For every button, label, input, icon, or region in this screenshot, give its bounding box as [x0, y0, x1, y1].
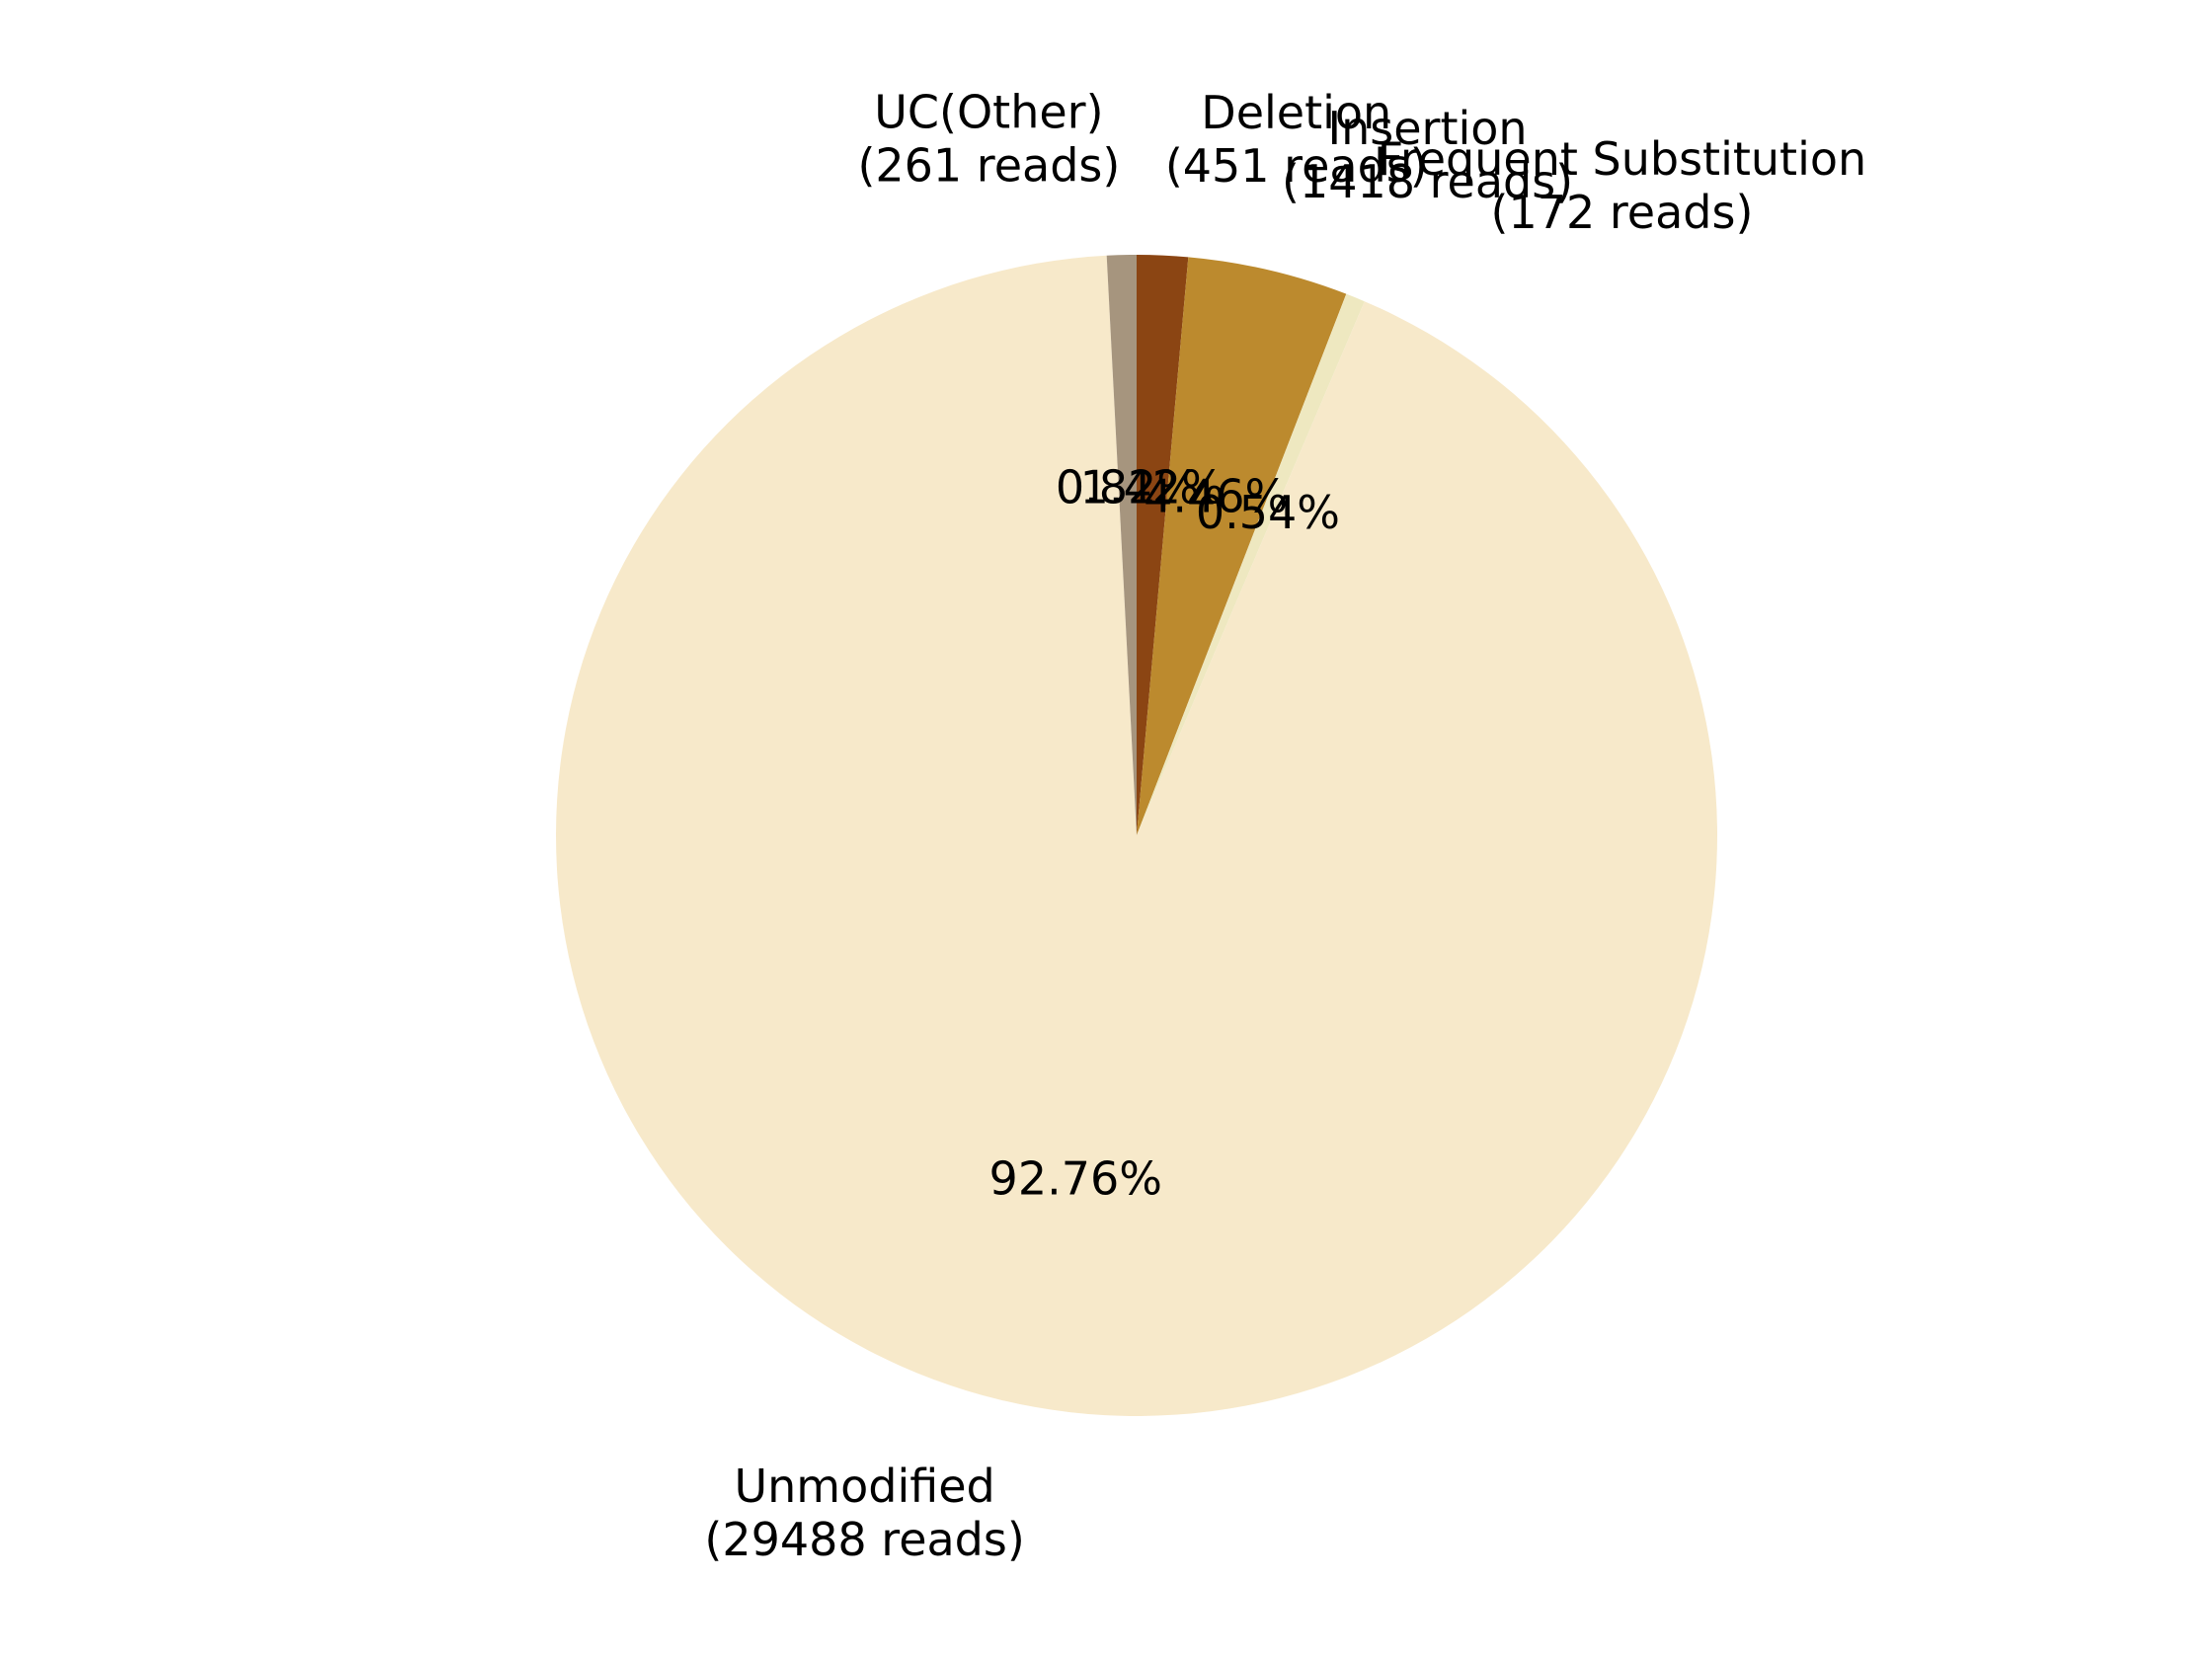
slice-label: UC(Other) (261 reads) — [857, 85, 1120, 192]
slice-label-reads: (1418 reads) — [1282, 155, 1573, 208]
slice-label: Frequent Substitution (172 reads) — [1378, 132, 1866, 239]
pie-slice-deletion — [1137, 255, 1189, 835]
slice-label-name: Deletion — [1201, 86, 1391, 139]
percent-label: 1.42% — [1080, 461, 1224, 514]
slice-labels: Deletion (451 reads)Insertion (1418 reads)… — [704, 85, 1866, 1565]
slice-label-name: Insertion — [1328, 102, 1528, 155]
slice-label-reads: (29488 reads) — [704, 1513, 1024, 1566]
slice-label-name: Frequent Substitution — [1378, 132, 1866, 186]
percent-label: 92.76% — [989, 1151, 1162, 1205]
pie-slice-insertion — [1137, 257, 1347, 835]
pie-slice-frequent-substitution — [1137, 293, 1365, 835]
slice-label-reads: (172 reads) — [1491, 186, 1754, 239]
slice-label: Unmodified (29488 reads) — [704, 1460, 1024, 1566]
slice-label: Insertion (1418 reads) — [1282, 102, 1573, 208]
pie-slices — [555, 255, 1717, 1417]
slice-label-reads: (451 reads) — [1165, 139, 1428, 193]
percent-label: 0.54% — [1196, 486, 1340, 539]
slice-label-reads: (261 reads) — [857, 138, 1120, 192]
percent-label: 4.46% — [1144, 469, 1288, 522]
slice-label: Deletion (451 reads) — [1165, 86, 1428, 193]
percent-labels: 1.42%4.46%0.54% 92.76% 0.82% — [989, 460, 1340, 1205]
pie-slice-unmodified — [555, 255, 1717, 1417]
slice-label-name: Unmodified — [734, 1460, 994, 1513]
pie-slice-uc-other — [1106, 255, 1137, 835]
slice-label-name: UC(Other) — [874, 85, 1103, 138]
percent-label: 0.82% — [1056, 460, 1200, 514]
